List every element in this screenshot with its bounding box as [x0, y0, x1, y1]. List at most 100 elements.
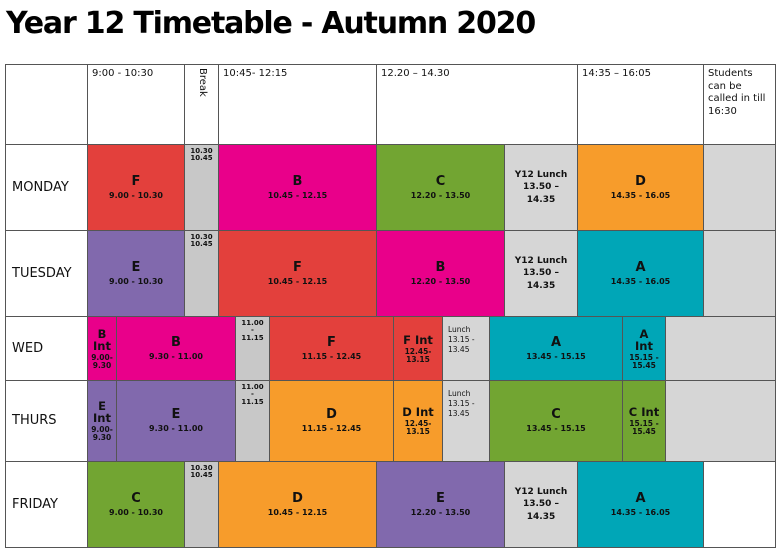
lesson-subject: A Int [635, 326, 653, 353]
header-break-label: Break [196, 68, 208, 97]
lesson-time: 10.45 - 12.15 [267, 507, 328, 517]
row-label-monday: MONDAY [5, 144, 88, 231]
lunch-thurs: Lunch 13.15 - 13.45 [442, 380, 490, 462]
lesson-subject: C [131, 490, 141, 506]
lesson-time: 14.35 - 16.05 [610, 190, 671, 200]
lesson-time: 9.30 - 11.00 [149, 424, 203, 434]
extra-thurs [665, 380, 776, 462]
lesson-subject: F [293, 259, 302, 275]
break-tuesday: 10.30 10.45 [184, 230, 219, 317]
break-time: 10.30 10.45 [190, 233, 213, 249]
header-period-2: 10:45- 12:15 [218, 64, 377, 145]
lesson-subject: D [635, 173, 646, 189]
lesson-thurs-c-int: C Int 15.15 - 15.45 [622, 380, 666, 462]
row-label-friday: FRIDAY [5, 461, 88, 548]
lesson-time: 12.45- 13.15 [404, 419, 432, 437]
lesson-friday-d: D 10.45 - 12.15 [218, 461, 377, 548]
lesson-time: 10.45 - 12.15 [267, 276, 328, 286]
lesson-thurs-e: E 9.30 - 11.00 [116, 380, 236, 462]
lesson-subject: E [131, 259, 141, 275]
break-thurs: 11.00 - 11.15 [235, 380, 270, 462]
corner-cell [5, 64, 88, 145]
lesson-wed-b-int: B Int 9.00- 9.30 [87, 316, 117, 381]
lunch-monday: Y12 Lunch 13.50 – 14.35 [504, 144, 578, 231]
header-period-4: 14:35 – 16:05 [577, 64, 704, 145]
lesson-monday-c: C 12.20 - 13.50 [376, 144, 505, 231]
break-time: 11.00 - 11.15 [241, 383, 264, 406]
lesson-wed-f-int: F Int 12.45- 13.15 [393, 316, 443, 381]
lesson-time: 13.45 - 15.15 [526, 351, 586, 361]
lesson-time: 14.35 - 16.05 [610, 507, 671, 517]
lesson-subject: B [435, 259, 446, 275]
lesson-subject: B [171, 334, 181, 350]
lesson-time: 11.15 - 12.45 [301, 351, 362, 361]
lesson-time: 9.00- 9.30 [91, 352, 113, 370]
lesson-subject: B [292, 173, 303, 189]
header-period-1: 9:00 - 10:30 [87, 64, 185, 145]
lesson-monday-b: B 10.45 - 12.15 [218, 144, 377, 231]
lesson-friday-e: E 12.20 - 13.50 [376, 461, 505, 548]
break-time: 10.30 10.45 [190, 147, 213, 163]
lesson-subject: C [551, 407, 561, 423]
lesson-tuesday-a: A 14.35 - 16.05 [577, 230, 704, 317]
lunch-label: Y12 Lunch 13.50 – 14.35 [514, 256, 568, 291]
header-period-3: 12.20 – 14.30 [376, 64, 578, 145]
row-label-wed: WED [5, 316, 88, 381]
lunch-label: Y12 Lunch 13.50 – 14.35 [514, 170, 568, 205]
lesson-time: 9.00 - 10.30 [109, 276, 163, 286]
lunch-friday: Y12 Lunch 13.50 – 14.35 [504, 461, 578, 548]
lesson-tuesday-e: E 9.00 - 10.30 [87, 230, 185, 317]
lunch-wed: Lunch 13.15 - 13.45 [442, 316, 490, 381]
lesson-time: 9.30 - 11.00 [149, 351, 203, 361]
lesson-subject: F Int [403, 332, 433, 347]
lesson-time: 13.45 - 15.15 [526, 424, 586, 434]
extra-friday [703, 461, 776, 548]
lesson-friday-a: A 14.35 - 16.05 [577, 461, 704, 548]
lesson-time: 9.00 - 10.30 [109, 507, 163, 517]
lesson-time: 11.15 - 12.45 [301, 424, 362, 434]
extra-tuesday [703, 230, 776, 317]
lesson-subject: E [436, 490, 445, 506]
lesson-thurs-d-int: D Int 12.45- 13.15 [393, 380, 443, 462]
lesson-subject: E [171, 407, 181, 423]
lesson-subject: A [635, 259, 646, 275]
lesson-subject: C [435, 173, 446, 189]
lesson-time: 15.15 - 15.45 [629, 419, 659, 437]
header-extra-time: Students can be called in till 16:30 [703, 64, 776, 145]
lunch-tuesday: Y12 Lunch 13.50 – 14.35 [504, 230, 578, 317]
lesson-time: 12.20 - 13.50 [410, 190, 471, 200]
lesson-thurs-e-int: E Int 9.00- 9.30 [87, 380, 117, 462]
lesson-subject: E Int [93, 399, 111, 426]
extra-wed [665, 316, 776, 381]
row-label-tuesday: TUESDAY [5, 230, 88, 317]
extra-monday [703, 144, 776, 231]
lesson-friday-c: C 9.00 - 10.30 [87, 461, 185, 548]
lesson-wed-a-int: A Int 15.15 - 15.45 [622, 316, 666, 381]
lesson-subject: A [550, 334, 562, 350]
lesson-tuesday-b: B 12.20 - 13.50 [376, 230, 505, 317]
lesson-thurs-d: D 11.15 - 12.45 [269, 380, 394, 462]
lesson-tuesday-f: F 10.45 - 12.15 [218, 230, 377, 317]
row-label-thurs: THURS [5, 380, 88, 462]
lesson-wed-a: A 13.45 - 15.15 [489, 316, 623, 381]
lesson-subject: D [292, 490, 303, 506]
lesson-time: 9.00 - 10.30 [109, 190, 163, 200]
lunch-label: Lunch 13.15 - 13.45 [448, 389, 475, 418]
lesson-wed-f: F 11.15 - 12.45 [269, 316, 394, 381]
break-monday: 10.30 10.45 [184, 144, 219, 231]
break-time: 11.00 - 11.15 [241, 319, 264, 342]
lesson-time: 14.35 - 16.05 [610, 276, 671, 286]
lesson-subject: C Int [628, 405, 660, 420]
lesson-subject: F [327, 334, 336, 350]
lesson-monday-f: F 9.00 - 10.30 [87, 144, 185, 231]
lesson-monday-d: D 14.35 - 16.05 [577, 144, 704, 231]
lesson-time: 15.15 - 15.45 [629, 352, 659, 370]
break-wed: 11.00 - 11.15 [235, 316, 270, 381]
page-title: Year 12 Timetable - Autumn 2020 [6, 6, 536, 41]
lesson-subject: F [131, 173, 141, 189]
lesson-time: 12.20 - 13.50 [410, 276, 471, 286]
lunch-label: Lunch 13.15 - 13.45 [448, 325, 475, 354]
header-break: Break [184, 64, 219, 145]
lesson-subject: D [326, 407, 337, 423]
timetable-grid: 9:00 - 10:30 Break 10:45- 12:15 12.20 – … [5, 64, 776, 548]
